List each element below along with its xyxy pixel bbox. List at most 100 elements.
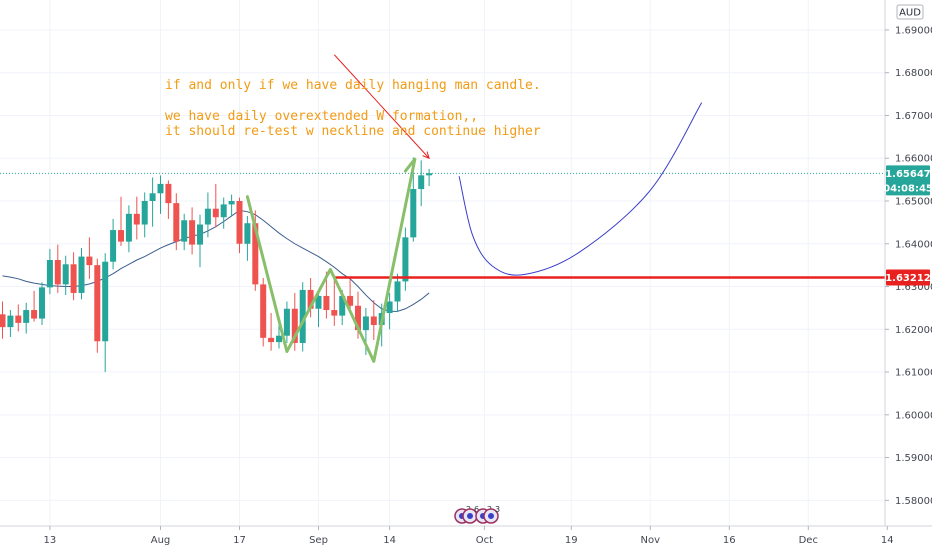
time-tick-label: Sep bbox=[309, 535, 328, 546]
candle-bearish[interactable] bbox=[165, 180, 172, 219]
candle-bearish[interactable] bbox=[189, 207, 196, 255]
candle-bearish[interactable] bbox=[212, 183, 219, 228]
candle-bearish[interactable] bbox=[15, 304, 22, 332]
currency-badge[interactable] bbox=[896, 4, 924, 20]
projection-curve[interactable] bbox=[458, 102, 703, 276]
candle-body bbox=[276, 335, 282, 343]
candle-body bbox=[23, 310, 30, 323]
candle-bearish[interactable] bbox=[260, 277, 267, 347]
candle-bullish[interactable] bbox=[204, 192, 211, 238]
drawings-layer[interactable] bbox=[0, 54, 885, 363]
candle-bearish[interactable] bbox=[133, 196, 140, 240]
time-tick-label: 17 bbox=[233, 535, 246, 546]
candle-bullish[interactable] bbox=[78, 248, 85, 300]
candle-bullish[interactable] bbox=[228, 194, 235, 216]
candle-body bbox=[133, 213, 140, 225]
candle-bullish[interactable] bbox=[149, 177, 156, 227]
candle-bearish[interactable] bbox=[118, 196, 124, 246]
time-tick-label: 14 bbox=[383, 535, 396, 546]
candle-bullish[interactable] bbox=[394, 273, 401, 313]
candle-bullish[interactable] bbox=[386, 292, 393, 330]
candle-bearish[interactable] bbox=[291, 292, 298, 351]
time-tick-label: Nov bbox=[641, 535, 661, 546]
candle-body bbox=[362, 316, 369, 331]
candle-body bbox=[370, 316, 377, 326]
candle-body bbox=[347, 295, 354, 306]
candle-body bbox=[212, 208, 219, 218]
candle-body bbox=[331, 310, 338, 316]
candle-bullish[interactable] bbox=[7, 310, 14, 337]
time-axis-ticks: 13 Aug 17 Sep 14 Oct 19 Nov 16 Dec 14 bbox=[44, 526, 894, 546]
candle-bullish[interactable] bbox=[141, 192, 148, 238]
candle-bullish[interactable] bbox=[402, 227, 409, 291]
time-tick-label: 16 bbox=[723, 535, 736, 546]
candle-bearish[interactable] bbox=[70, 252, 77, 301]
candle-bullish[interactable] bbox=[181, 213, 188, 251]
candle-bearish[interactable] bbox=[268, 313, 275, 351]
candle-bullish[interactable] bbox=[157, 175, 164, 214]
candle-bearish[interactable] bbox=[347, 278, 354, 312]
price-tick-label: 1.63000 bbox=[895, 282, 932, 293]
candle-body bbox=[204, 208, 211, 225]
price-tick-label: 1.69000 bbox=[895, 25, 932, 36]
candle-bullish[interactable] bbox=[125, 205, 132, 253]
neckline-price-badge bbox=[886, 269, 930, 286]
time-axis[interactable] bbox=[0, 526, 885, 550]
annotation-line-3: it should re-test w neckline and continu… bbox=[165, 124, 541, 139]
candle-bearish[interactable] bbox=[0, 301, 6, 339]
time-tick-label: Oct bbox=[476, 535, 493, 546]
candle-body bbox=[78, 256, 85, 293]
arrow-head bbox=[422, 151, 430, 160]
candle-body bbox=[165, 183, 172, 204]
candle-bullish[interactable] bbox=[102, 253, 109, 373]
arrow-line[interactable] bbox=[333, 54, 430, 159]
candle-bullish[interactable] bbox=[244, 215, 251, 261]
candle-bullish[interactable] bbox=[110, 218, 117, 270]
candle-bullish[interactable] bbox=[62, 255, 69, 296]
candle-bullish[interactable] bbox=[39, 282, 45, 326]
event-marker[interactable]: 3 bbox=[483, 505, 500, 524]
candle-body bbox=[54, 260, 61, 285]
candle-body bbox=[394, 281, 401, 302]
candle-body bbox=[386, 301, 393, 314]
price-tick-label: 1.61000 bbox=[895, 368, 932, 379]
candle-body bbox=[181, 220, 188, 242]
event-marker-count: 6 bbox=[474, 505, 479, 514]
candle-bearish[interactable] bbox=[173, 193, 180, 251]
candle-bearish[interactable] bbox=[370, 300, 377, 340]
candle-bullish[interactable] bbox=[276, 325, 282, 349]
candle-bearish[interactable] bbox=[331, 278, 338, 326]
candle-body bbox=[307, 289, 314, 309]
price-tick-label: 1.68000 bbox=[895, 68, 932, 79]
candles-layer[interactable] bbox=[0, 157, 433, 373]
w-pattern[interactable] bbox=[245, 157, 417, 363]
candle-body bbox=[268, 337, 275, 343]
event-markers[interactable]: 2623 bbox=[454, 505, 500, 524]
candle-bullish[interactable] bbox=[315, 289, 322, 328]
candle-body bbox=[252, 223, 259, 285]
candle-bearish[interactable] bbox=[94, 258, 101, 353]
candle-body bbox=[7, 315, 14, 328]
candle-bullish[interactable] bbox=[197, 214, 203, 268]
candle-body bbox=[118, 230, 124, 242]
candle-bullish[interactable] bbox=[426, 168, 433, 187]
candle-body bbox=[173, 203, 180, 242]
candle-body bbox=[410, 189, 417, 238]
candle-bullish[interactable] bbox=[46, 248, 53, 295]
candle-bearish[interactable] bbox=[31, 290, 38, 322]
candle-bearish[interactable] bbox=[86, 237, 93, 279]
candle-bullish[interactable] bbox=[283, 301, 290, 343]
candle-bullish[interactable] bbox=[220, 197, 227, 229]
candle-bearish[interactable] bbox=[54, 244, 61, 293]
price-axis[interactable] bbox=[885, 0, 932, 526]
candle-bullish[interactable] bbox=[299, 282, 306, 352]
time-tick-label: Aug bbox=[151, 535, 171, 546]
candle-bearish[interactable] bbox=[307, 277, 314, 318]
time-tick-label: 13 bbox=[44, 535, 57, 546]
candle-bearish[interactable] bbox=[236, 197, 243, 254]
candle-bullish[interactable] bbox=[418, 160, 425, 207]
candle-bullish[interactable] bbox=[23, 302, 30, 334]
annotation-line-2: we have daily overextended W formation,, bbox=[165, 109, 478, 124]
